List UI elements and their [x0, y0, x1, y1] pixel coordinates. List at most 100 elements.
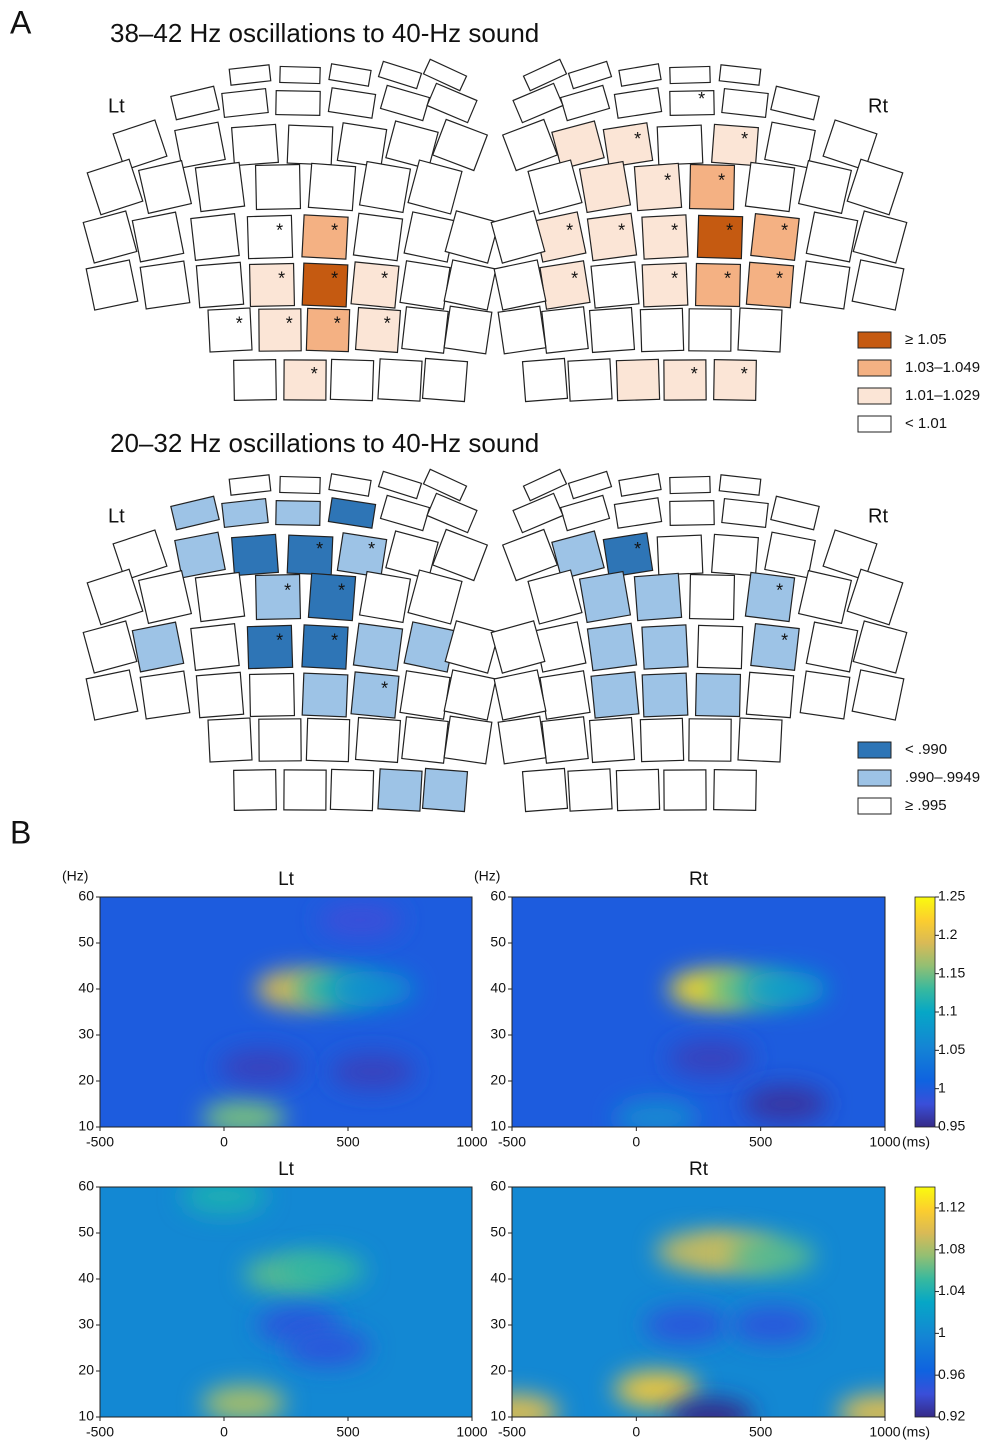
significance-star: *: [724, 269, 731, 289]
sensor-tile: [590, 261, 640, 309]
sensor-tile: [307, 572, 357, 622]
x-tick-label: -500: [498, 1134, 526, 1150]
heatmap-blob: [318, 902, 403, 938]
legend-label: .990–.9949: [905, 769, 980, 786]
heatmap-blob: [731, 1307, 816, 1343]
y-tick-label: 60: [490, 888, 506, 904]
x-tick-label: -500: [498, 1424, 526, 1440]
y-tick-label: 20: [78, 1362, 94, 1378]
sensor-tile: [221, 87, 269, 119]
sensor-tile: [246, 624, 294, 670]
sensor-tile: [527, 569, 583, 625]
x-tick-label: 500: [749, 1134, 773, 1150]
x-tick-label: -500: [86, 1424, 114, 1440]
x-tick-label: 0: [632, 1134, 640, 1150]
y-tick-label: 60: [78, 888, 94, 904]
sensor-tile: [527, 159, 583, 215]
hemisphere-label: Rt: [868, 95, 888, 117]
sensor-tile: [377, 768, 423, 812]
sensor-tile: [194, 571, 246, 623]
sensor-tile: [350, 671, 400, 719]
sensor-tile: [497, 715, 547, 765]
sensor-tile: [82, 210, 138, 264]
legend-label: < 1.01: [905, 415, 947, 432]
sensor-tile: [301, 214, 349, 260]
sensor-tile: [275, 499, 321, 527]
sensor-tile: [248, 672, 296, 718]
sensor-tile: [641, 262, 689, 308]
sensor-tile: [641, 672, 689, 718]
sensor-tile: [230, 123, 280, 167]
map-title: 20–32 Hz oscillations to 40-Hz sound: [110, 428, 539, 458]
sensor-tile: [718, 474, 762, 496]
sensor-tile: [258, 308, 302, 352]
sensor-tile: [286, 534, 334, 576]
sensor-tile: [444, 620, 500, 674]
sensor-tile: [588, 716, 636, 764]
sensor-tile: [137, 569, 193, 625]
heatmap: [100, 897, 472, 1127]
sensor-tile: [112, 119, 168, 171]
heatmap-blob: [512, 1394, 559, 1417]
sensor-tile: [112, 529, 168, 581]
y-tick-label: 50: [78, 934, 94, 950]
sensor-tile: [541, 716, 589, 764]
legend-label: ≥ 1.05: [905, 331, 947, 348]
sensor-tile: [85, 669, 139, 721]
significance-star: *: [634, 539, 641, 559]
sensor-tile: [633, 162, 683, 212]
colorbar-tick-label: 1.15: [938, 964, 965, 980]
heatmap-blob: [668, 1399, 753, 1417]
heatmap-background: [512, 1187, 885, 1417]
heatmap-blob: [201, 1099, 286, 1127]
colorbar-tick-label: 1.05: [938, 1041, 965, 1057]
sensor-tile: [851, 669, 905, 721]
significance-star: *: [311, 364, 318, 384]
plot-frame: [511, 896, 886, 1128]
sensor-tile: [718, 64, 762, 86]
sensor-tile: [221, 497, 269, 529]
sensor-tile: [139, 670, 191, 720]
sensor-tile: [195, 671, 245, 719]
sensor-tile: [443, 715, 493, 765]
sensor-tile: [248, 262, 296, 308]
heatmap-blob: [614, 1371, 699, 1408]
significance-star: *: [671, 269, 678, 289]
heatmap-background: [100, 897, 472, 1127]
sensor-tile: [403, 621, 457, 673]
sensor-tile: [797, 159, 853, 215]
significance-star: *: [236, 314, 243, 334]
plot-frame: [99, 896, 473, 1128]
y-tick-label: 10: [78, 1118, 94, 1134]
sensor-tile: [567, 358, 613, 402]
sensor-tile: [493, 669, 547, 721]
sensor-tile: [539, 260, 591, 310]
sensor-tile: [131, 211, 185, 263]
significance-star: *: [741, 129, 748, 149]
significance-star: *: [286, 314, 293, 334]
sensor-tile: [307, 162, 357, 212]
sensor-tile: [407, 159, 463, 215]
sensor-tile: [329, 768, 375, 812]
sensor-tile: [602, 122, 654, 168]
sensor-tile: [275, 89, 321, 117]
sensor-tile: [493, 259, 547, 311]
significance-star: *: [331, 269, 338, 289]
sensor-tile: [358, 570, 412, 624]
y-tick-label: 30: [490, 1026, 506, 1042]
legend-label: ≥ .995: [905, 797, 947, 814]
colorbar-tick-label: 1.08: [938, 1240, 965, 1256]
sensor-tile: [590, 671, 640, 719]
significance-star: *: [664, 170, 671, 190]
sensor-tile: [377, 470, 423, 500]
sensor-tile: [559, 84, 611, 122]
x-tick-label: 1000: [456, 1134, 487, 1150]
x-unit: (ms): [902, 1424, 930, 1440]
sensor-tile: [421, 767, 469, 813]
sensor-tile: [551, 120, 605, 170]
sensor-tile: [82, 620, 138, 674]
y-unit: (Hz): [62, 868, 88, 884]
sensor-tile: [254, 163, 302, 211]
sensor-tile: [497, 305, 547, 355]
